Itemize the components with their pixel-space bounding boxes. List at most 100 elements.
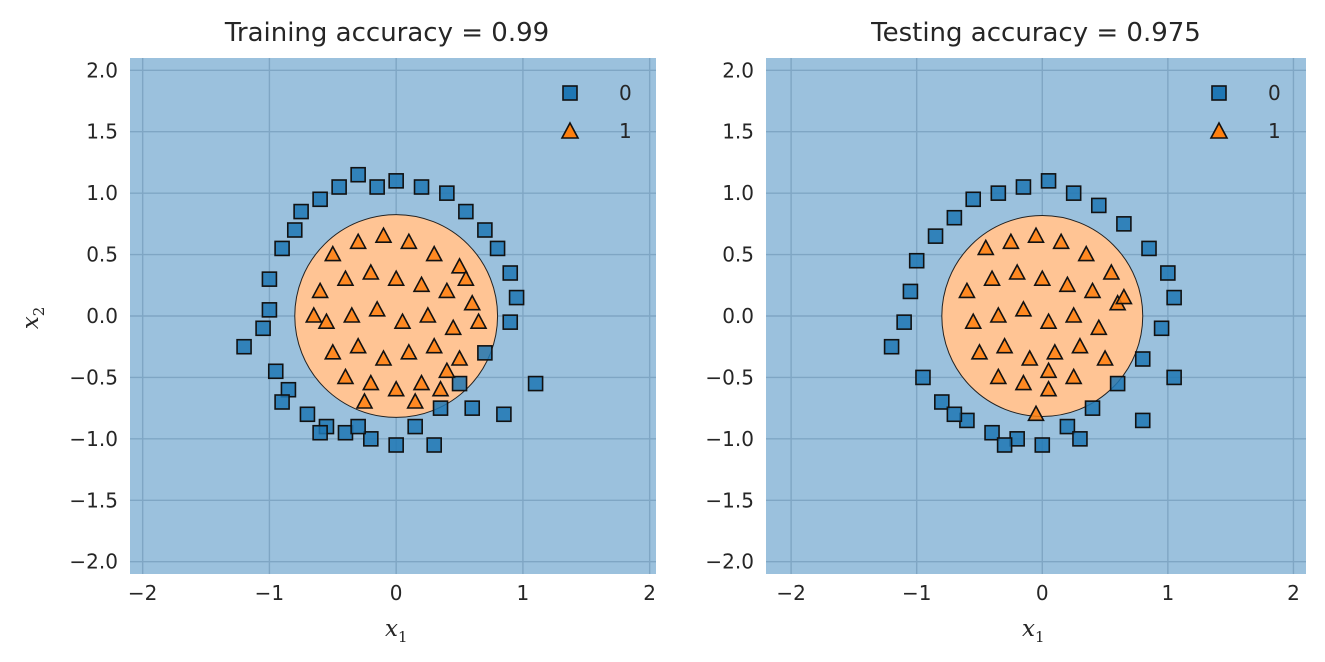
class1-triangle-point	[1014, 373, 1033, 391]
class0-square-point	[990, 185, 1007, 201]
y-tick-label: −2.0	[69, 550, 118, 574]
class0-square-point	[388, 173, 404, 189]
class0-square-point	[502, 314, 519, 330]
class1-triangle-point	[342, 306, 361, 323]
class1-triangle-point	[355, 392, 374, 409]
class0-square-point	[1084, 400, 1101, 416]
class0-square-point	[1109, 375, 1126, 392]
class1-triangle-point	[457, 269, 475, 286]
class1-triangle-point	[989, 367, 1008, 385]
class1-triangle-point	[1008, 263, 1026, 280]
x-tick-label: 0	[1036, 581, 1049, 605]
x-tick-label: 1	[1161, 581, 1174, 605]
class0-square-point	[312, 191, 328, 208]
class0-square-point	[458, 203, 474, 220]
class0-square-point	[996, 437, 1013, 453]
class0-square-point	[1040, 173, 1057, 189]
training-legend: 0 1	[560, 81, 632, 143]
y-tick-label: 0.5	[86, 243, 118, 267]
y-tick-label: 0.0	[86, 304, 118, 328]
class0-square-point	[255, 320, 271, 337]
testing-chart-title: Testing accuracy = 0.975	[870, 18, 1201, 48]
class0-square-point	[261, 271, 278, 287]
class1-triangle-point	[425, 337, 444, 354]
x-tick-label: 0	[390, 581, 403, 605]
class0-square-point	[350, 418, 366, 435]
x-tick-label: −2	[128, 581, 157, 605]
class0-square-point	[464, 400, 481, 416]
class0-square-point	[331, 179, 347, 195]
class1-triangle-point	[450, 257, 469, 274]
class1-triangle-point	[970, 343, 989, 360]
class0-square-point	[896, 314, 912, 330]
class1-triangle-point	[412, 373, 431, 391]
class1-triangle-point	[1039, 361, 1058, 379]
testing-x-axis-label: x1	[1022, 616, 1045, 646]
y-tick-label: −2.0	[705, 550, 754, 574]
legend-square-marker-icon	[1211, 85, 1227, 101]
class1-triangle-point	[1033, 269, 1052, 286]
class1-triangle-point	[463, 294, 482, 311]
class1-triangle-point	[1014, 300, 1033, 317]
y-tick-label: 0.5	[722, 243, 754, 267]
class0-square-point	[1134, 412, 1151, 429]
class0-square-point	[965, 191, 982, 208]
class0-square-point	[477, 345, 493, 361]
y-tick-label: −0.5	[705, 365, 754, 389]
class1-triangle-point	[304, 306, 323, 323]
class0-square-point	[477, 222, 493, 238]
class0-square-point	[369, 179, 385, 195]
class1-triangle-point	[336, 269, 355, 286]
class1-triangle-point	[1020, 349, 1039, 366]
class1-triangle-point	[444, 318, 463, 336]
testing-plot-panel: −2 −1 0 1 2 2.01.51.00.50.0−0.5−1.0−1.5−2.0 …	[705, 18, 1306, 646]
class1-triangle-point	[1039, 312, 1058, 329]
class1-triangle-point	[1027, 226, 1045, 243]
class0-square-point	[1134, 351, 1151, 367]
class1-triangle-point	[400, 343, 418, 360]
class0-square-point	[261, 302, 278, 318]
class1-triangle-point	[361, 263, 380, 280]
class0-square-point	[286, 222, 303, 238]
class1-triangle-point	[336, 367, 355, 385]
class1-triangle-point	[323, 244, 342, 262]
class0-square-point	[413, 179, 430, 195]
class0-square-point	[934, 394, 950, 410]
class0-square-point	[946, 209, 963, 226]
class0-square-point	[299, 406, 316, 423]
class1-triangle-point	[983, 269, 1001, 286]
class0-square-point	[908, 252, 925, 269]
class0-square-point	[946, 406, 963, 423]
class0-square-point	[489, 240, 506, 257]
class1-triangle-point	[1096, 349, 1114, 366]
class0-square-point	[236, 338, 252, 355]
class1-triangle-point	[400, 232, 418, 250]
class0-square-point	[1166, 369, 1182, 386]
class1-triangle-point	[958, 281, 976, 299]
legend-triangle-marker-icon	[560, 121, 580, 139]
class1-triangle-point	[374, 226, 393, 243]
class1-triangle-point	[1083, 281, 1102, 299]
class0-square-point	[902, 283, 919, 300]
class0-square-point	[1166, 289, 1182, 306]
class1-triangle-point	[349, 232, 367, 250]
class0-square-point	[1116, 216, 1132, 232]
class1-triangle-point	[1089, 318, 1108, 336]
class1-triangle-point	[1052, 232, 1070, 250]
testing-legend: 0 1	[1209, 81, 1281, 143]
class0-square-point	[274, 240, 290, 257]
x-tick-label: −1	[255, 581, 284, 605]
x-tick-label: 1	[517, 581, 530, 605]
class1-triangle-point	[387, 269, 406, 286]
class0-square-point	[1015, 179, 1032, 195]
class1-triangle-point	[469, 312, 488, 329]
class1-triangle-point	[989, 306, 1008, 323]
legend-label-class1: 1	[619, 119, 632, 143]
class1-triangle-point	[1064, 367, 1083, 385]
legend-square-marker-icon	[562, 85, 578, 101]
class0-square-point	[363, 431, 379, 447]
class1-triangle-point	[425, 244, 444, 262]
training-markers	[236, 166, 544, 453]
y-tick-label: −0.5	[69, 365, 118, 389]
